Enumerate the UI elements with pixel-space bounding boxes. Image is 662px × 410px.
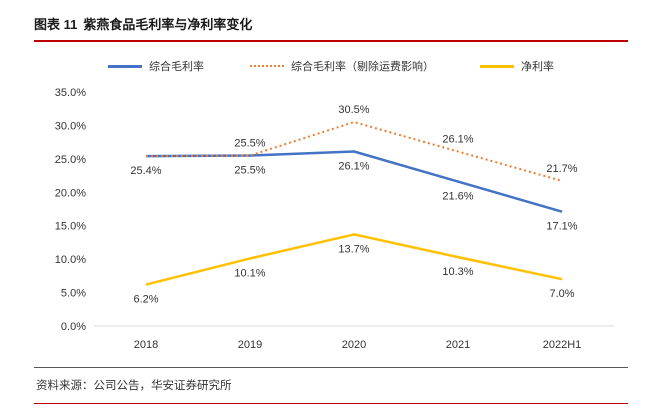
y-tick-label: 0.0% xyxy=(61,321,86,333)
y-tick-label: 35.0% xyxy=(55,87,86,99)
line-chart: 0.0% 5.0% 10.0% 15.0% 20.0% 25.0% 30.0% 35.0% 20… xyxy=(55,87,614,351)
x-tick-label: 2019 xyxy=(238,339,262,351)
figure-header: 图表 11 紫燕食品毛利率与净利率变化 xyxy=(34,10,628,40)
footer-underline xyxy=(34,403,628,404)
y-tick-label: 20.0% xyxy=(55,187,86,199)
x-tick-label: 2021 xyxy=(446,339,470,351)
data-label: 21.7% xyxy=(546,163,577,175)
x-tick-label: 2018 xyxy=(134,339,158,351)
y-tick-label: 25.0% xyxy=(55,154,86,166)
data-label: 25.4% xyxy=(130,165,161,177)
source-label: 资料来源： xyxy=(36,380,94,392)
chart-legend: 综合毛利率 综合毛利率（剔除运费影响） 净利率 xyxy=(34,58,628,74)
data-label: 17.1% xyxy=(546,221,577,233)
legend-label: 综合毛利率 xyxy=(149,61,204,73)
data-label: 26.1% xyxy=(338,161,369,173)
x-tick-label: 2022H1 xyxy=(543,339,582,351)
series-line xyxy=(145,150,563,213)
figure-label: 图表 11 xyxy=(34,17,78,32)
source-note: 资料来源：公司公告，华安证券研究所 xyxy=(36,380,232,392)
legend-swatch xyxy=(480,64,514,68)
legend-label: 净利率 xyxy=(521,61,554,73)
x-tick-label: 2020 xyxy=(342,339,366,351)
title-underline xyxy=(34,40,628,42)
data-label: 25.5% xyxy=(234,138,265,150)
y-tick-label: 15.0% xyxy=(55,221,86,233)
legend-item: 净利率 xyxy=(480,58,554,74)
legend-swatch xyxy=(250,65,284,67)
chart-area: 综合毛利率 综合毛利率（剔除运费影响） 净利率 0.0% 5.0% 10.0% 15.0%… xyxy=(34,58,628,361)
legend-item: 综合毛利率 xyxy=(108,58,204,74)
data-label: 13.7% xyxy=(338,243,369,255)
data-label: 25.5% xyxy=(234,165,265,177)
data-label: 10.1% xyxy=(234,267,265,279)
series-line xyxy=(145,233,563,286)
source-text: 公司公告，华安证券研究所 xyxy=(93,380,232,392)
data-label: 26.1% xyxy=(442,134,473,146)
y-tick-label: 10.0% xyxy=(55,254,86,266)
legend-label: 综合毛利率（剔除运费影响） xyxy=(291,61,434,73)
data-label: 6.2% xyxy=(133,294,158,306)
y-tick-label: 30.0% xyxy=(55,120,86,132)
figure-title: 紫燕食品毛利率与净利率变化 xyxy=(83,17,253,32)
figure-footer: 资料来源：公司公告，华安证券研究所 xyxy=(34,367,628,403)
data-label: 30.5% xyxy=(338,104,369,116)
data-label: 7.0% xyxy=(549,288,574,300)
legend-item: 综合毛利率（剔除运费影响） xyxy=(250,58,434,74)
data-label: 10.3% xyxy=(442,266,473,278)
legend-swatch xyxy=(108,64,142,68)
y-tick-label: 5.0% xyxy=(61,288,86,300)
data-label: 21.6% xyxy=(442,191,473,203)
